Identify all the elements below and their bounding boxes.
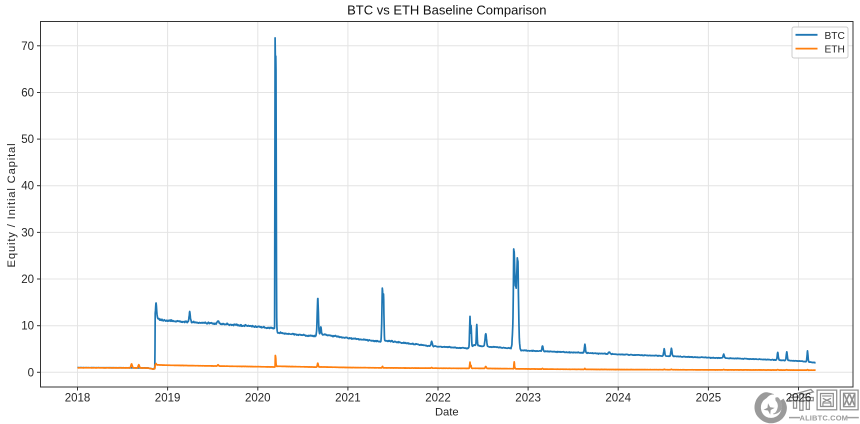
svg-text:0: 0 — [28, 367, 34, 379]
svg-text:2023: 2023 — [515, 393, 541, 405]
svg-text:2025: 2025 — [696, 393, 722, 405]
svg-text:60: 60 — [21, 88, 34, 100]
svg-text:2020: 2020 — [245, 393, 271, 405]
svg-text:2018: 2018 — [65, 393, 91, 405]
svg-text:50: 50 — [21, 134, 34, 146]
svg-text:2021: 2021 — [335, 393, 361, 405]
svg-text:40: 40 — [21, 181, 34, 193]
svg-text:20: 20 — [21, 274, 34, 286]
svg-text:30: 30 — [21, 227, 34, 239]
svg-text:ALIBTC.COM: ALIBTC.COM — [800, 413, 849, 422]
svg-text:Date: Date — [435, 407, 459, 419]
svg-text:2024: 2024 — [605, 393, 631, 405]
svg-text:10: 10 — [21, 321, 34, 333]
svg-text:BTC vs ETH Baseline Comparison: BTC vs ETH Baseline Comparison — [347, 3, 546, 18]
svg-text:2026: 2026 — [786, 393, 812, 405]
svg-text:BTC: BTC — [825, 31, 845, 42]
svg-text:ETH: ETH — [825, 45, 845, 56]
svg-text:2022: 2022 — [425, 393, 451, 405]
svg-text:Equity / Initial Capital: Equity / Initial Capital — [6, 143, 18, 268]
svg-text:2019: 2019 — [155, 393, 181, 405]
svg-text:70: 70 — [21, 41, 34, 53]
